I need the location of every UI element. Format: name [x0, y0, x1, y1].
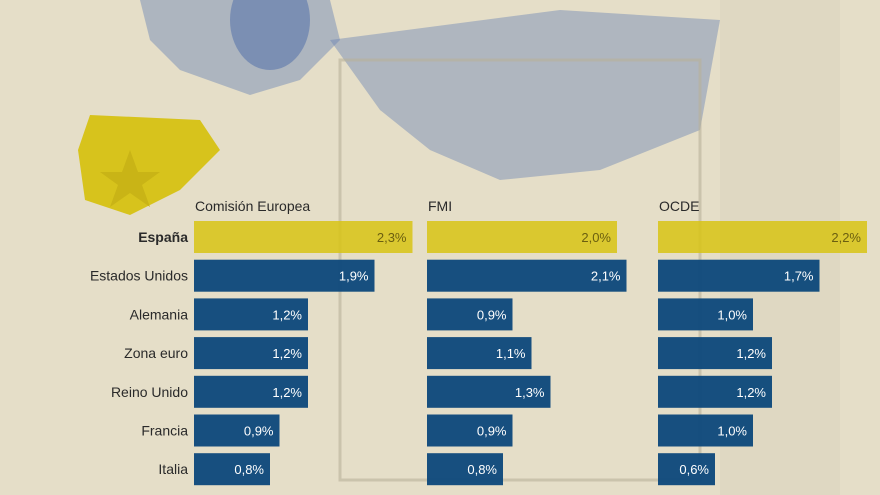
- data-label: 0,9%: [244, 424, 274, 439]
- bar: [658, 298, 753, 331]
- bar: [194, 337, 308, 370]
- category-label: Reino Unido: [111, 384, 188, 400]
- bar: [194, 259, 375, 292]
- bar: [658, 414, 753, 447]
- category-label: Estados Unidos: [90, 268, 188, 284]
- data-label: 2,0%: [581, 230, 611, 245]
- bar: [658, 453, 715, 486]
- data-label: 1,2%: [736, 346, 766, 361]
- category-label: Alemania: [130, 306, 189, 322]
- data-label: 0,6%: [679, 462, 709, 477]
- data-label: 1,2%: [272, 385, 302, 400]
- category-label: Zona euro: [124, 345, 188, 361]
- bar: [658, 221, 867, 253]
- bar: [427, 298, 513, 331]
- data-label: 1,0%: [717, 424, 747, 439]
- bar: [194, 221, 413, 253]
- category-label: Francia: [141, 423, 188, 439]
- data-label: 1,2%: [736, 385, 766, 400]
- data-label: 2,3%: [377, 230, 407, 245]
- data-label: 1,9%: [339, 269, 369, 284]
- bar: [658, 259, 820, 292]
- bar: [194, 298, 308, 331]
- category-label: Italia: [158, 461, 188, 477]
- data-label: 0,9%: [477, 307, 507, 322]
- bar: [194, 375, 308, 408]
- series-header: OCDE: [659, 198, 699, 214]
- bar: [427, 414, 513, 447]
- bar: [658, 375, 772, 408]
- data-label: 2,1%: [591, 269, 621, 284]
- data-label: 1,2%: [272, 307, 302, 322]
- data-label: 1,3%: [515, 385, 545, 400]
- data-label: 2,2%: [831, 230, 861, 245]
- data-label: 1,1%: [496, 346, 526, 361]
- data-label: 1,2%: [272, 346, 302, 361]
- series-header: FMI: [428, 198, 452, 214]
- bar: [427, 375, 551, 408]
- bar: [427, 221, 617, 253]
- category-label: España: [138, 229, 188, 245]
- series-header: Comisión Europea: [195, 198, 310, 214]
- data-label: 1,7%: [784, 269, 814, 284]
- bar: [194, 453, 270, 486]
- bar: [194, 414, 280, 447]
- data-label: 0,8%: [467, 462, 497, 477]
- bar: [658, 337, 772, 370]
- data-label: 0,8%: [234, 462, 264, 477]
- bar: [427, 453, 503, 486]
- data-label: 1,0%: [717, 307, 747, 322]
- bar: [427, 259, 627, 292]
- bar: [427, 337, 532, 370]
- data-label: 0,9%: [477, 424, 507, 439]
